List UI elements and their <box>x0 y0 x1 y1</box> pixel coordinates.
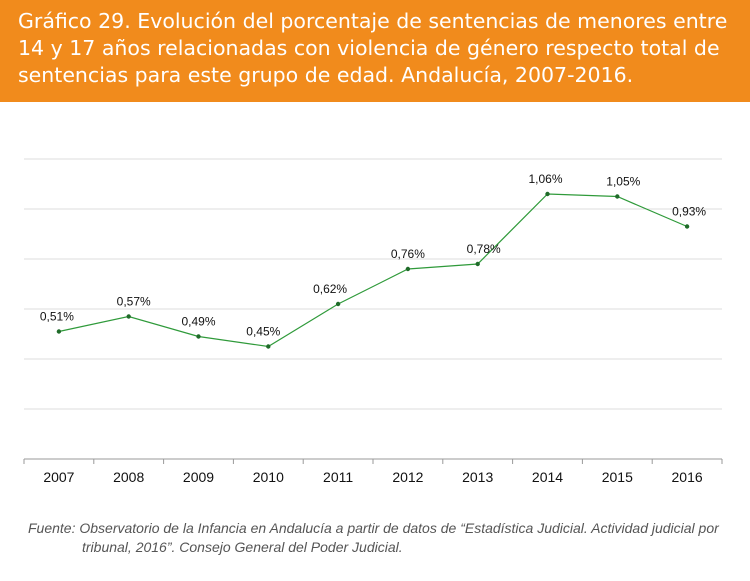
data-label-2015: 1,05% <box>606 175 640 189</box>
x-tick-label-2013: 2013 <box>462 469 493 485</box>
data-label-2010: 0,45% <box>246 325 280 339</box>
data-point-2011 <box>335 301 341 307</box>
data-label-2009: 0,49% <box>181 315 215 329</box>
series-line <box>58 193 688 348</box>
data-label-2008: 0,57% <box>117 295 151 309</box>
chart-title: Gráfico 29. Evolución del porcentaje de … <box>18 9 728 87</box>
source-line-2: tribunal, 2016”. Consejo General del Pod… <box>82 539 403 555</box>
source-line-1: Fuente: Observatorio de la Infancia en A… <box>28 520 719 536</box>
x-tick-labels: 2007 2008 2009 2010 2011 2012 2013 2014 2015 2016 <box>43 469 703 485</box>
data-point-2007 <box>56 329 62 334</box>
gridlines <box>24 158 722 410</box>
data-label-2014: 1,06% <box>528 172 562 186</box>
x-tick-label-2010: 2010 <box>253 469 284 485</box>
data-point-2016 <box>684 224 690 229</box>
x-tick-label-2014: 2014 <box>532 469 563 485</box>
x-tick-label-2012: 2012 <box>392 469 423 485</box>
x-tick-label-2008: 2008 <box>113 469 144 485</box>
data-label-2016: 0,93% <box>672 205 706 219</box>
data-labels: 0,51% 0,57% 0,49% 0,45% 0,62% 0,76% 0,78% 1,06%… <box>40 172 707 339</box>
data-label-2011: 0,62% <box>313 282 347 296</box>
x-tick-label-2007: 2007 <box>43 469 74 485</box>
x-axis-ticks <box>23 459 723 464</box>
x-tick-label-2015: 2015 <box>602 469 633 485</box>
data-label-2013: 0,78% <box>467 242 501 256</box>
chart-header: Gráfico 29. Evolución del porcentaje de … <box>0 0 750 102</box>
x-tick-label-2011: 2011 <box>323 469 353 485</box>
data-point-2013 <box>475 261 480 267</box>
source-note: Fuente: Observatorio de la Infancia en A… <box>28 519 738 557</box>
x-tick-label-2009: 2009 <box>183 469 214 485</box>
data-point-2015 <box>615 194 620 199</box>
data-label-2012: 0,76% <box>391 247 425 261</box>
data-points <box>56 191 690 349</box>
data-point-2010 <box>266 344 271 349</box>
data-point-2008 <box>126 314 131 319</box>
data-point-2012 <box>405 266 411 272</box>
data-point-2009 <box>196 334 201 339</box>
data-label-2007: 0,51% <box>40 310 74 324</box>
line-chart: 2007 2008 2009 2010 2011 2012 2013 2014 2015 2016… <box>23 158 723 485</box>
data-point-2014 <box>545 191 550 197</box>
x-tick-label-2016: 2016 <box>672 469 703 485</box>
